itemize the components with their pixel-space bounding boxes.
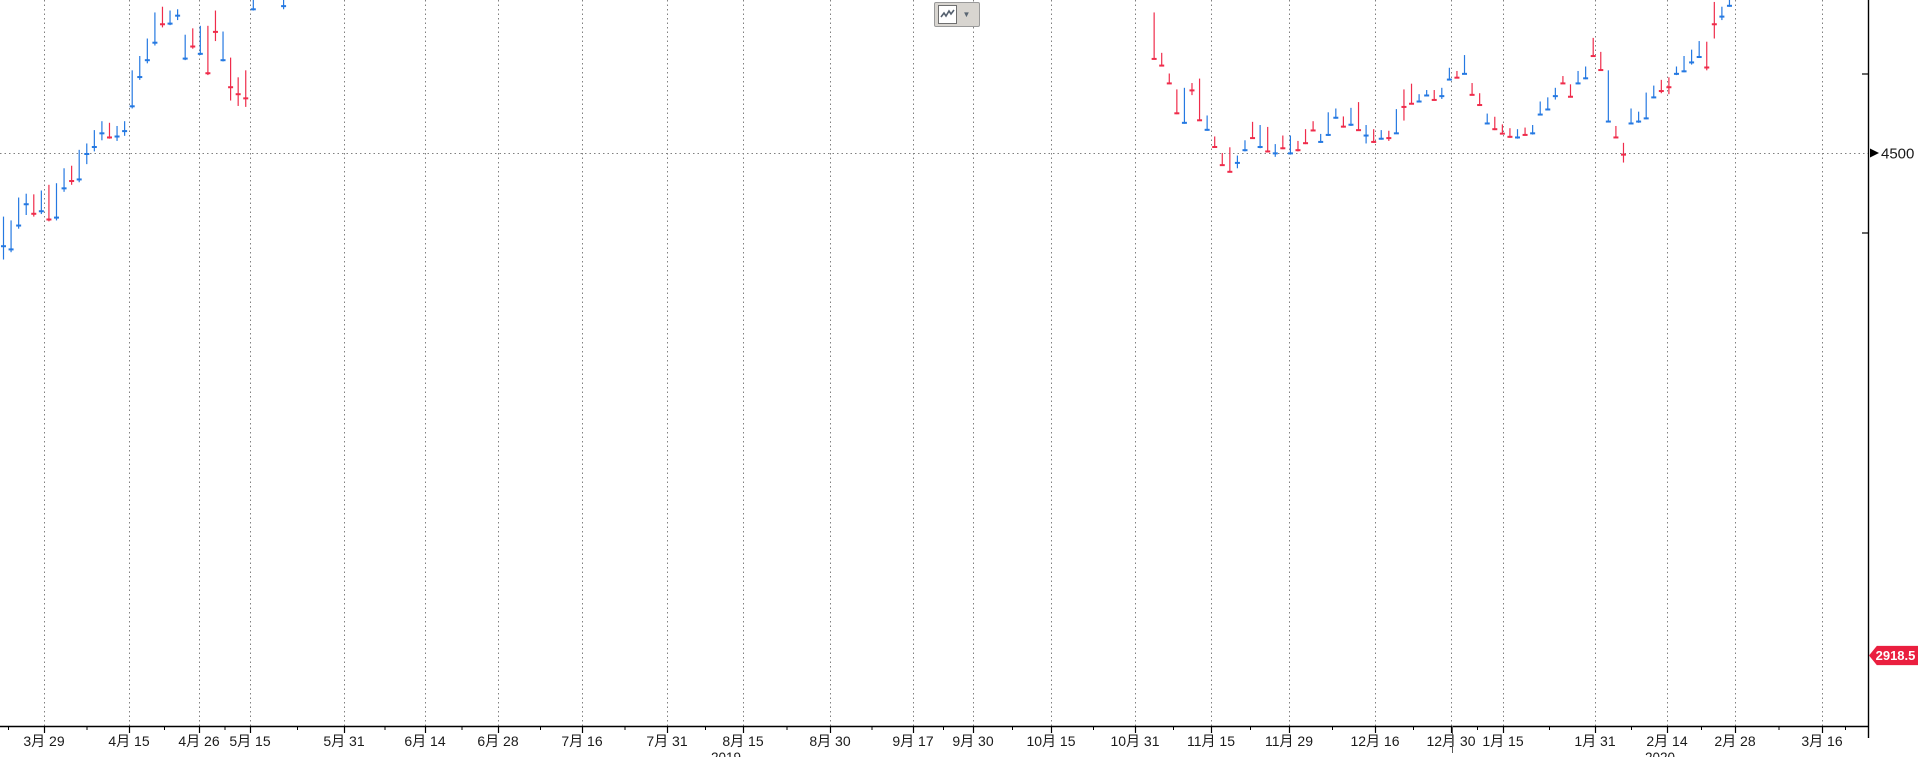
x-axis-label: 6月 28: [477, 733, 518, 749]
x-axis-label: 4月 15: [108, 733, 149, 749]
x-axis-label: 3月 29: [23, 733, 64, 749]
x-axis-label: 8月 15: [722, 733, 763, 749]
x-axis-label: 8月 30: [809, 733, 850, 749]
y-axis-label: 4500: [1881, 146, 1914, 163]
y-axis-label: 4000: [1881, 0, 1914, 4]
x-axis-label: 6月 14: [404, 733, 445, 749]
x-axis-label: 7月 31: [646, 733, 687, 749]
x-axis-label: 5月 31: [323, 733, 364, 749]
x-axis-label: 2月 14: [1646, 733, 1687, 749]
last-price-flag: 2918.5: [1869, 645, 1918, 666]
x-axis-label: 12月 30: [1426, 733, 1475, 749]
x-axis-label: 9月 30: [952, 733, 993, 749]
x-axis-label: 4月 26: [178, 733, 219, 749]
x-axis-label: 10月 31: [1110, 733, 1159, 749]
chevron-down-icon: ▼: [962, 10, 971, 19]
x-axis-label: 12月 16: [1350, 733, 1399, 749]
x-axis-label: 11月 15: [1187, 733, 1235, 749]
x-axis-label: 7月 16: [561, 733, 602, 749]
x-axis-label: 2月 28: [1714, 733, 1755, 749]
chart-type-button[interactable]: ▼: [934, 2, 980, 27]
x-axis-label: 5月 15: [229, 733, 270, 749]
x-axis-label: 3月 16: [1801, 733, 1842, 749]
x-axis-label: 1月 15: [1482, 733, 1523, 749]
year-label: 2019: [711, 750, 741, 757]
x-axis-label: 1月 31: [1574, 733, 1615, 749]
year-label: 2020: [1645, 750, 1675, 757]
candlestick-line-icon: [938, 5, 957, 24]
x-axis-label: 11月 29: [1265, 733, 1313, 749]
x-axis-label: 10月 15: [1026, 733, 1075, 749]
x-axis-label: 9月 17: [892, 733, 933, 749]
